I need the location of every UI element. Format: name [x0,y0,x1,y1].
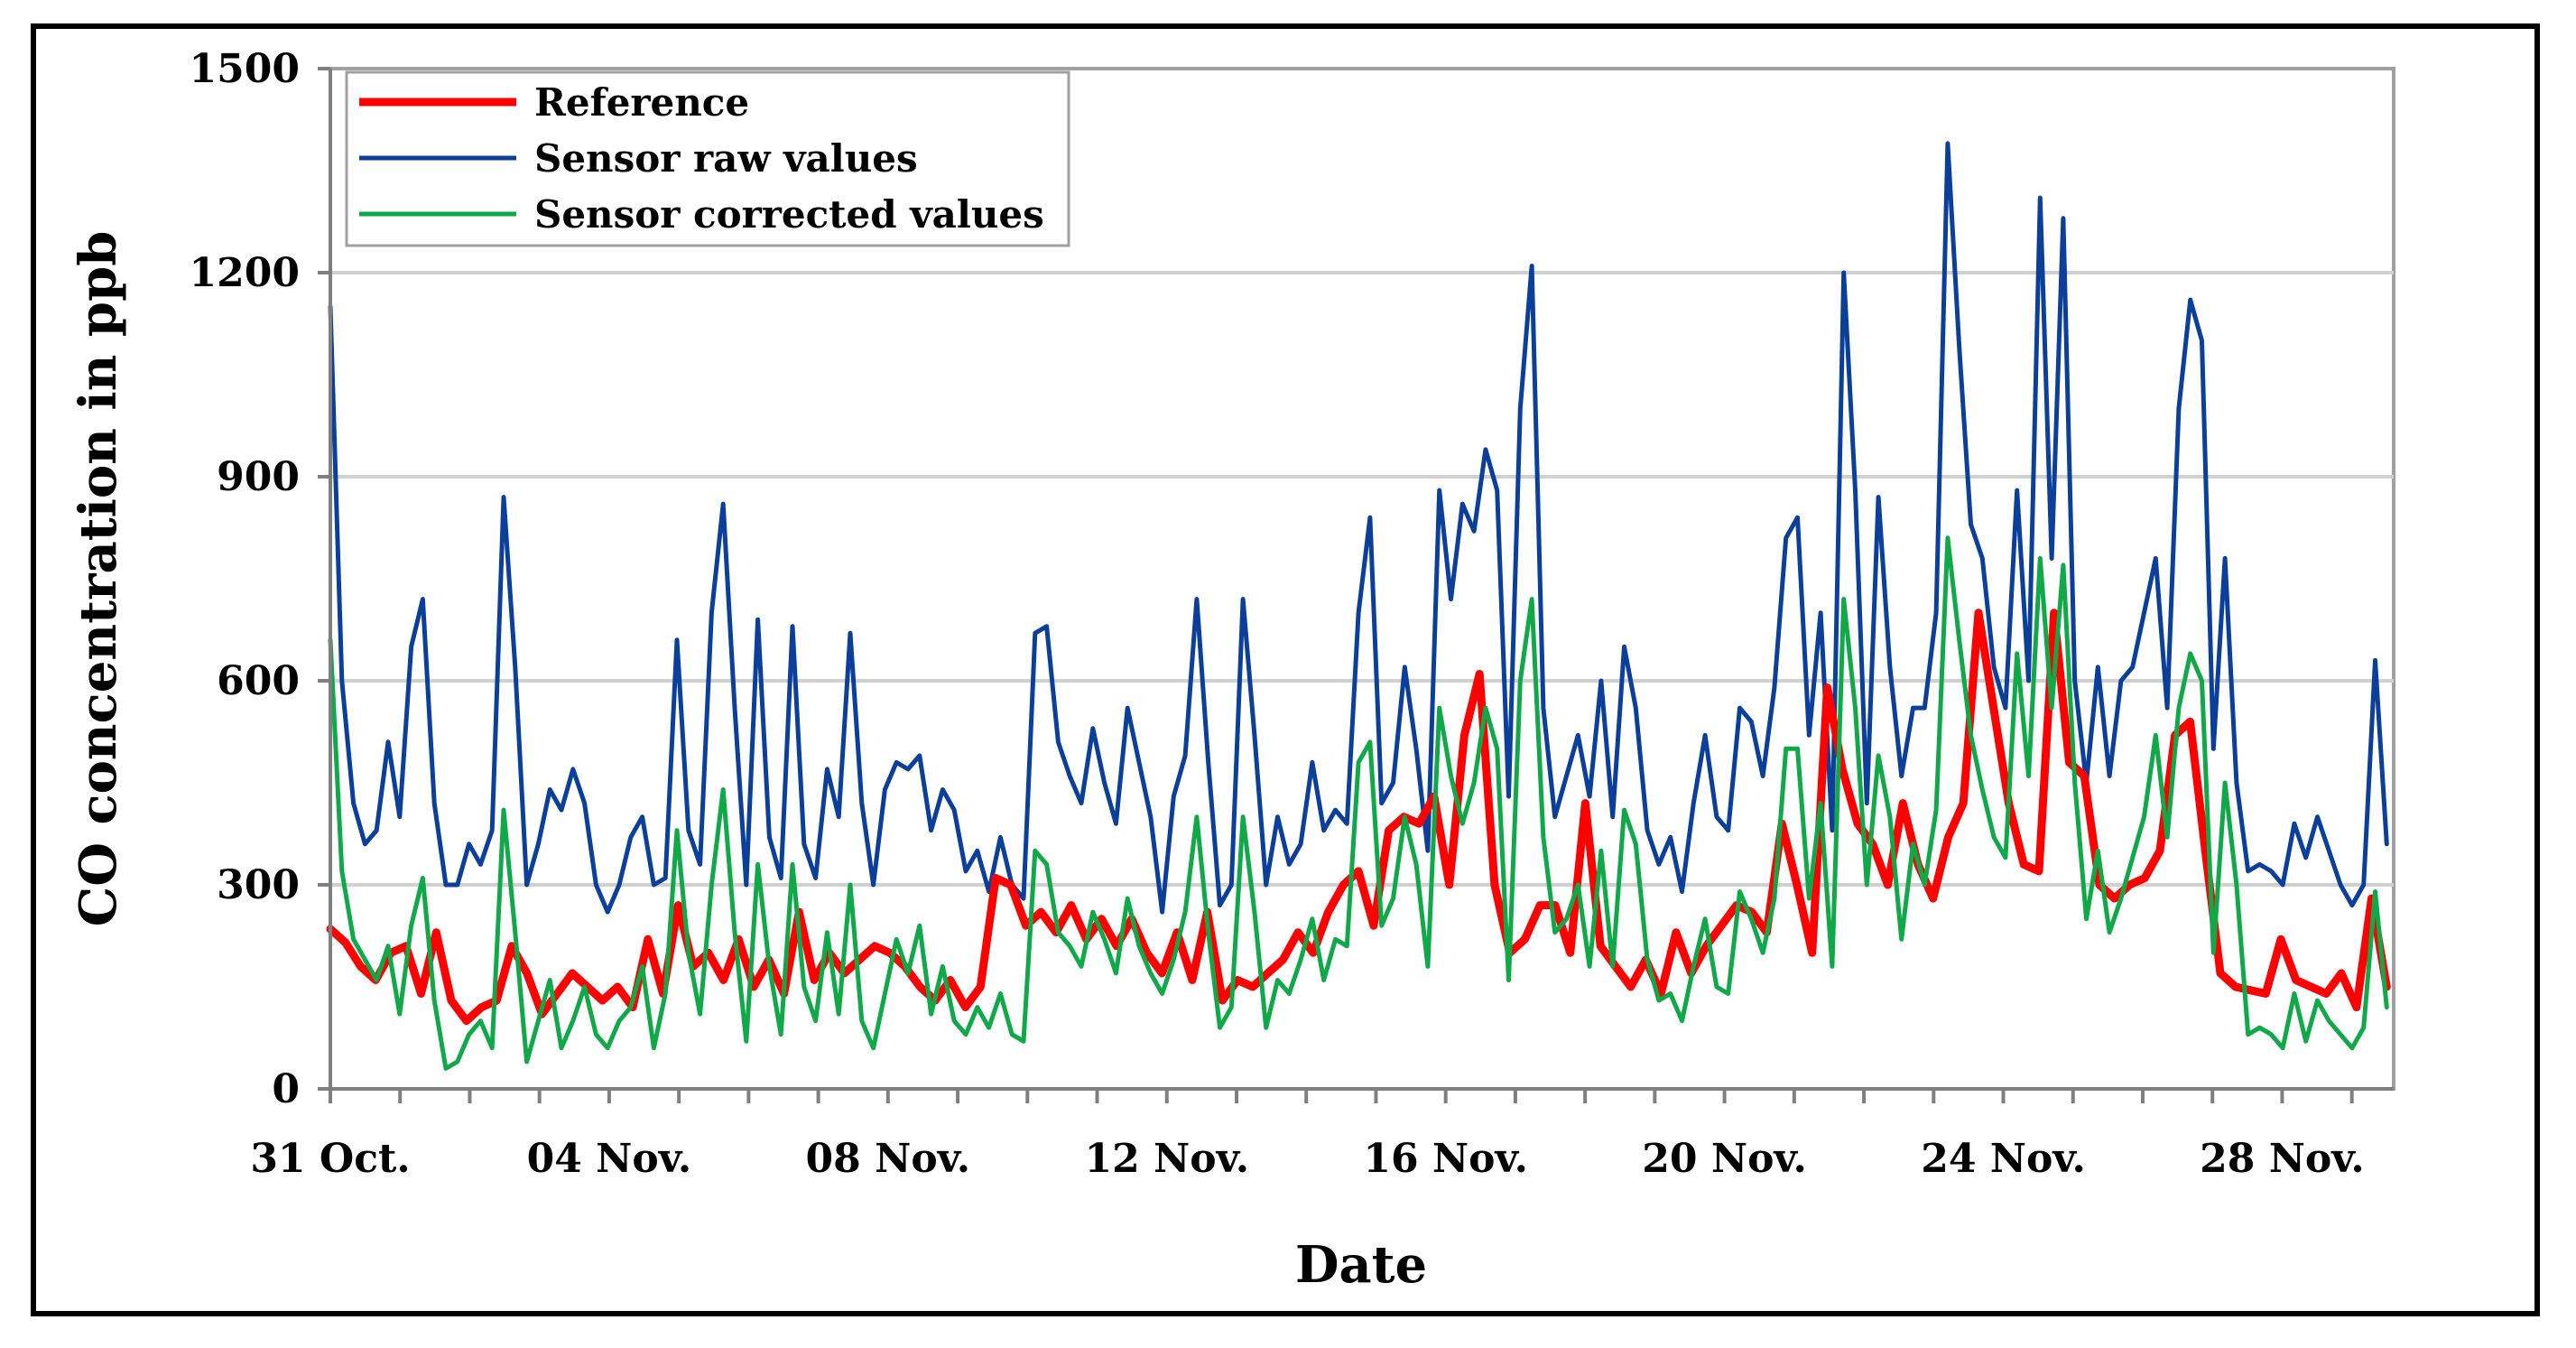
x-tick-label: 31 Oct. [250,1136,410,1182]
x-tick-label: 08 Nov. [806,1136,971,1182]
y-tick-label: 0 [272,1066,300,1112]
series-line-corrected [328,535,2389,1071]
x-tick-label: 28 Nov. [2200,1136,2365,1182]
y-axis-title: CO concentration in ppb [69,231,128,927]
series-layer [326,141,2391,1071]
y-tick-labels: 0 300 600 900 1200 1500 [190,46,300,1112]
y-tick-label: 1200 [190,250,300,296]
y-tick-label: 1500 [190,46,300,92]
y-tick-label: 600 [217,658,300,704]
y-tick-label: 300 [217,862,300,908]
x-tick-label: 24 Nov. [1921,1136,2086,1182]
x-tick-labels: 31 Oct. 04 Nov. 08 Nov. 12 Nov. 16 Nov. 20 No… [250,1136,2364,1182]
y-tick-label: 900 [217,454,300,500]
axes [318,67,2394,1103]
x-tick-label: 16 Nov. [1363,1136,1528,1182]
legend-label-raw: Sensor raw values [534,136,918,181]
x-axis-title: Date [1295,1235,1427,1295]
x-tick-label: 20 Nov. [1642,1136,1807,1182]
legend-label-reference: Reference [534,80,749,125]
x-tick-label: 12 Nov. [1084,1136,1249,1182]
series-line-reference [326,609,2391,1026]
legend: Reference Sensor raw values Sensor corre… [345,70,1070,247]
x-tick-label: 04 Nov. [527,1136,692,1182]
series-line-raw [328,141,2389,915]
legend-label-corrected: Sensor corrected values [534,192,1044,237]
